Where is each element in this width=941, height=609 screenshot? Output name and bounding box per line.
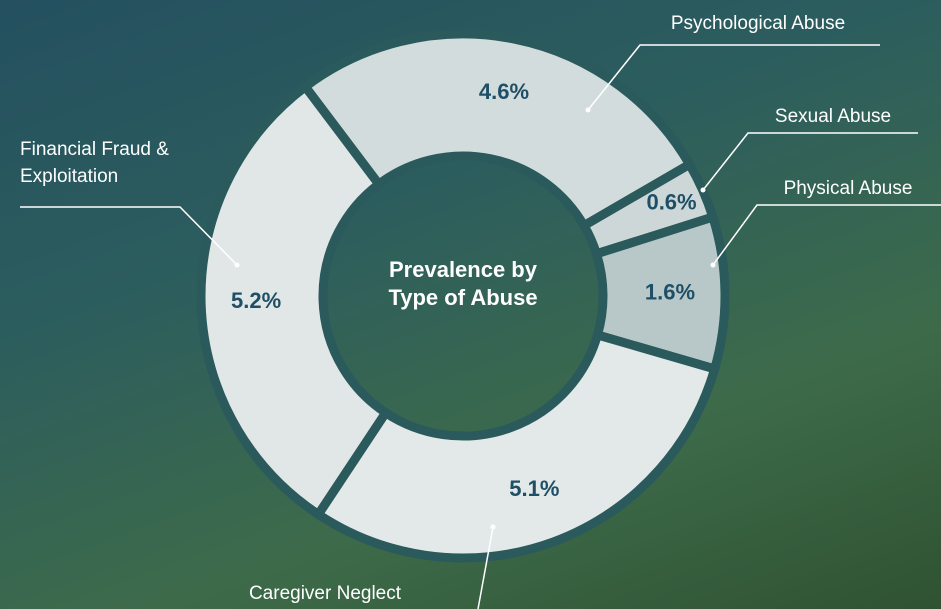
leader-dot <box>490 524 496 530</box>
leader-line <box>587 44 880 111</box>
leader-dot <box>585 107 591 113</box>
leader-dot <box>700 187 706 193</box>
leader-dot <box>710 262 716 268</box>
donut-segment <box>312 329 721 563</box>
leader-dot <box>234 262 240 268</box>
donut-segment <box>299 29 696 232</box>
value-label: 4.6% <box>479 79 529 104</box>
value-label: 5.1% <box>509 476 559 501</box>
category-label: Psychological Abuse <box>671 13 845 34</box>
donut-segment <box>196 80 392 521</box>
category-label: Caregiver Neglect <box>249 583 402 604</box>
leader-line <box>477 526 494 609</box>
leader-line <box>702 132 918 191</box>
leader-line <box>20 206 238 266</box>
value-label: 0.6% <box>646 190 696 215</box>
value-label: 5.2% <box>231 288 281 313</box>
category-label: Financial Fraud & Exploitation <box>20 139 169 187</box>
category-label: Physical Abuse <box>784 178 913 199</box>
center-title-box: Prevalence by Type of Abuse <box>388 257 538 310</box>
value-label: 1.6% <box>645 279 695 304</box>
leader-line <box>712 204 941 266</box>
category-label: Sexual Abuse <box>775 106 891 127</box>
